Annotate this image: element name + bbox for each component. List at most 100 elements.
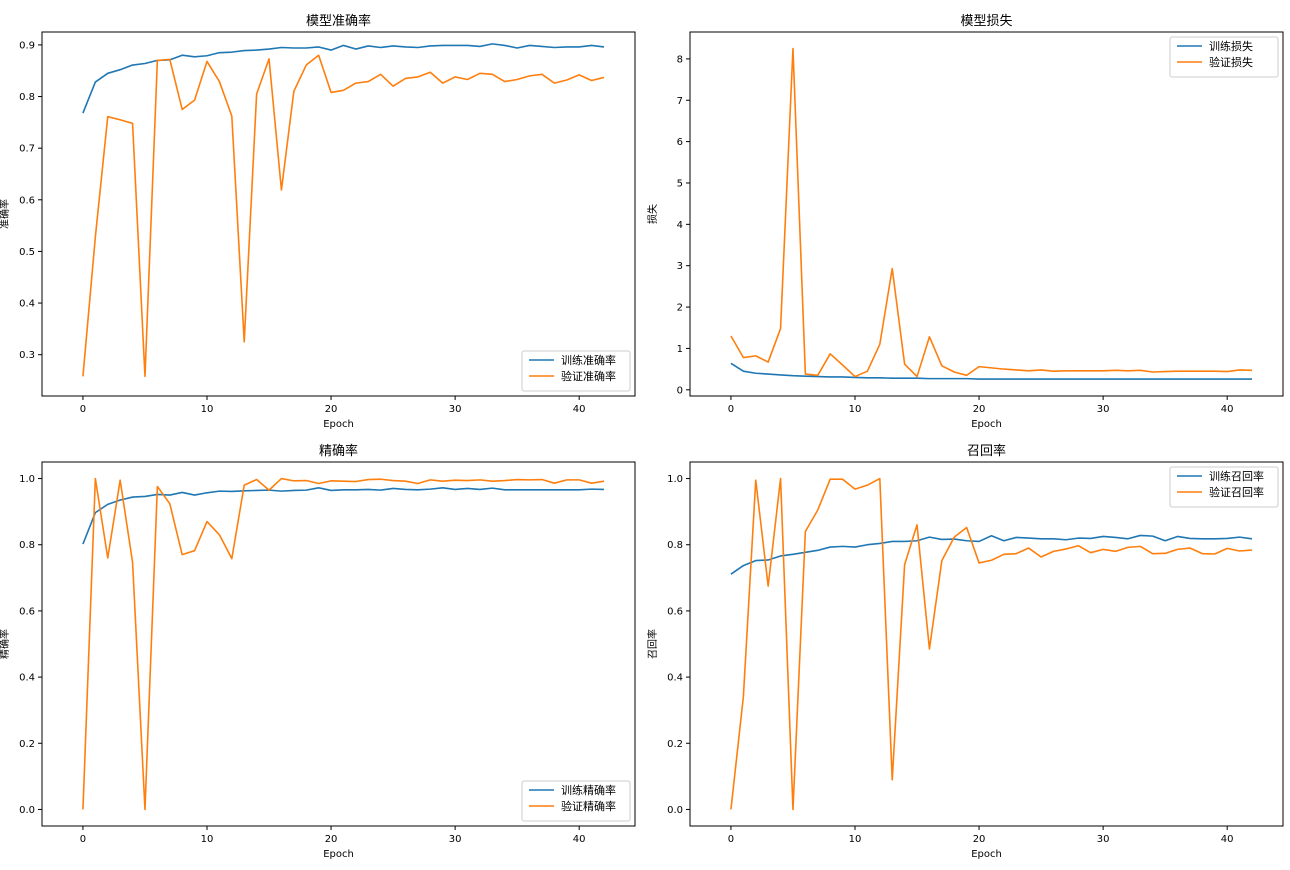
data-point [953, 536, 956, 539]
data-point [730, 808, 733, 811]
data-point [829, 352, 832, 355]
y-tick-label: 1 [677, 344, 683, 355]
data-point [342, 488, 345, 491]
data-point [878, 542, 881, 545]
data-point [1077, 378, 1080, 381]
data-point [553, 488, 556, 491]
data-point [1151, 552, 1154, 555]
legend-label: 验证召回率 [1209, 485, 1264, 499]
data-point [243, 49, 246, 52]
data-point [603, 76, 606, 79]
data-point [730, 335, 733, 338]
series-train [730, 362, 1254, 381]
data-point [903, 540, 906, 543]
data-point [230, 557, 233, 560]
data-point [866, 543, 869, 546]
series-line [82, 54, 605, 378]
data-point [168, 502, 171, 505]
data-point [491, 73, 494, 76]
data-point [292, 489, 295, 492]
data-point [168, 58, 171, 61]
data-point [767, 585, 770, 588]
data-point [1089, 537, 1092, 540]
data-point [528, 74, 531, 77]
data-point [565, 79, 568, 82]
data-point [965, 526, 968, 529]
data-point [404, 480, 407, 483]
data-point [1015, 536, 1018, 539]
data-point [754, 559, 757, 562]
data-point [379, 46, 382, 49]
data-point [516, 478, 519, 481]
data-point [305, 479, 308, 482]
data-point [603, 480, 606, 483]
legend-box [1169, 36, 1279, 78]
data-point [990, 366, 993, 369]
data-point [1164, 370, 1167, 373]
data-point [1102, 378, 1105, 381]
x-tick-label: 10 [849, 834, 862, 845]
data-point [503, 488, 506, 491]
data-point [565, 488, 568, 491]
y-tick-label: 5 [677, 178, 683, 189]
data-point [317, 46, 320, 49]
data-point [829, 546, 832, 549]
data-point [1015, 378, 1018, 381]
chart-title: 召回率 [967, 443, 1006, 459]
data-point [1189, 547, 1192, 550]
data-point [144, 495, 147, 498]
legend-box [521, 780, 631, 822]
data-point [1027, 378, 1030, 381]
y-tick-label: 2 [677, 303, 683, 314]
data-point [767, 361, 770, 364]
data-point [541, 478, 544, 481]
data-point [1027, 547, 1030, 550]
data-point [1089, 551, 1092, 554]
legend-label: 训练召回率 [1209, 469, 1264, 483]
data-point [466, 78, 469, 81]
data-point [1102, 369, 1105, 372]
plot-frame [689, 31, 1284, 397]
data-point [1226, 378, 1229, 381]
data-point [429, 71, 432, 74]
data-point [754, 354, 757, 357]
data-point [354, 480, 357, 483]
data-point [131, 496, 134, 499]
data-point [866, 484, 869, 487]
data-point [1251, 378, 1254, 381]
series-line [730, 47, 1253, 378]
y-tick-label: 1.0 [667, 474, 683, 485]
data-point [119, 118, 122, 121]
data-point [1238, 369, 1241, 372]
data-point [491, 42, 494, 45]
y-tick-label: 0.9 [19, 40, 35, 51]
data-point [1077, 369, 1080, 372]
data-point [578, 478, 581, 481]
series-line [730, 477, 1253, 811]
data-point [1176, 370, 1179, 373]
data-point [416, 76, 419, 79]
data-point [854, 375, 857, 378]
data-point [891, 377, 894, 380]
data-point [106, 115, 109, 118]
data-point [404, 488, 407, 491]
legend-label: 训练精确率 [561, 783, 616, 797]
data-point [603, 46, 606, 49]
legend-box [1169, 466, 1279, 508]
data-point [131, 561, 134, 564]
data-point [156, 59, 159, 62]
x-tick-label: 40 [1221, 834, 1234, 845]
data-point [742, 696, 745, 699]
data-point [479, 72, 482, 75]
data-point [404, 77, 407, 80]
data-point [928, 377, 931, 380]
data-point [565, 478, 568, 481]
data-point [528, 478, 531, 481]
data-point [193, 99, 196, 102]
data-point [553, 482, 556, 485]
data-point [441, 44, 444, 47]
x-tick-label: 40 [573, 404, 586, 415]
y-tick-label: 0.2 [19, 739, 35, 750]
